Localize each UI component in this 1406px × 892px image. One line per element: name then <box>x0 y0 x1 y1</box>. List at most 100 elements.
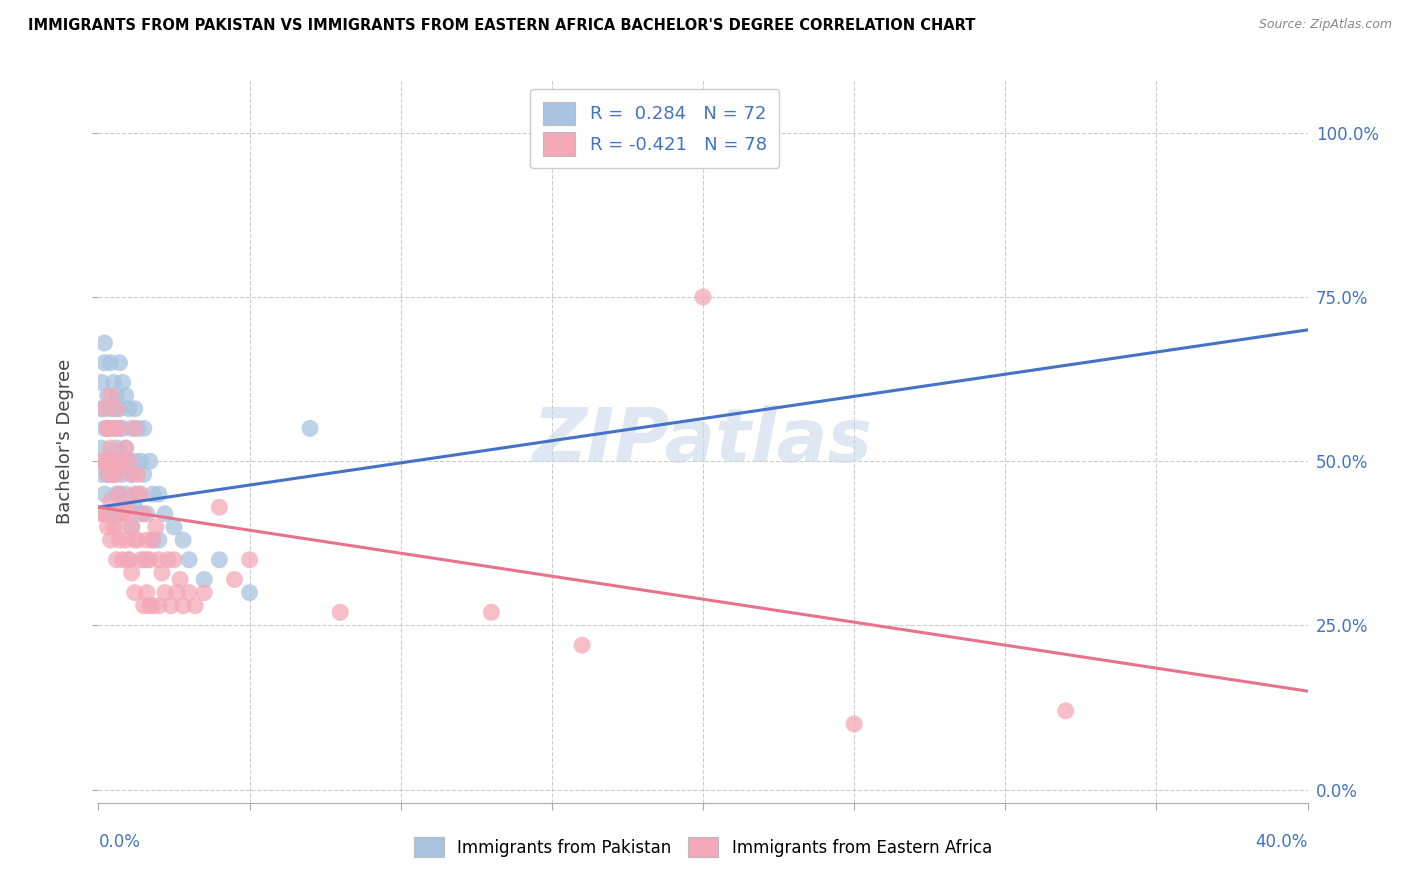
Point <box>150 566 173 580</box>
Point <box>127 467 149 482</box>
Point <box>90 441 112 455</box>
Point <box>114 487 136 501</box>
Text: ZIPatlas: ZIPatlas <box>533 405 873 478</box>
Point <box>118 401 141 416</box>
Point <box>108 487 131 501</box>
Point <box>114 441 136 455</box>
Point <box>96 467 118 482</box>
Point <box>103 421 125 435</box>
Point <box>142 533 165 547</box>
Point <box>160 599 183 613</box>
Point <box>132 599 155 613</box>
Point <box>692 290 714 304</box>
Point <box>299 421 322 435</box>
Point <box>93 507 115 521</box>
Point <box>111 553 134 567</box>
Point <box>132 467 155 482</box>
Point <box>571 638 593 652</box>
Point <box>118 507 141 521</box>
Point <box>105 553 128 567</box>
Point <box>108 356 131 370</box>
Point <box>96 421 118 435</box>
Point <box>129 507 152 521</box>
Point <box>93 454 115 468</box>
Point <box>661 126 683 140</box>
Point <box>105 467 128 482</box>
Point <box>93 454 115 468</box>
Point <box>108 454 131 468</box>
Point <box>90 507 112 521</box>
Point <box>108 487 131 501</box>
Point <box>163 553 186 567</box>
Point <box>142 533 165 547</box>
Point <box>121 421 143 435</box>
Point <box>139 454 162 468</box>
Text: IMMIGRANTS FROM PAKISTAN VS IMMIGRANTS FROM EASTERN AFRICA BACHELOR'S DEGREE COR: IMMIGRANTS FROM PAKISTAN VS IMMIGRANTS F… <box>28 18 976 33</box>
Point <box>208 553 231 567</box>
Point <box>108 533 131 547</box>
Point <box>93 356 115 370</box>
Point <box>105 520 128 534</box>
Point <box>118 553 141 567</box>
Point <box>96 421 118 435</box>
Legend: Immigrants from Pakistan, Immigrants from Eastern Africa: Immigrants from Pakistan, Immigrants fro… <box>404 828 1002 867</box>
Point <box>100 507 122 521</box>
Point <box>163 520 186 534</box>
Point <box>224 573 246 587</box>
Point <box>96 467 118 482</box>
Point <box>100 388 122 402</box>
Point <box>100 533 122 547</box>
Point <box>844 717 866 731</box>
Point <box>127 487 149 501</box>
Point <box>103 520 125 534</box>
Point <box>148 533 170 547</box>
Point <box>124 401 146 416</box>
Point <box>121 467 143 482</box>
Point <box>193 573 215 587</box>
Point <box>172 533 194 547</box>
Point <box>100 493 122 508</box>
Point <box>118 553 141 567</box>
Text: 40.0%: 40.0% <box>1256 833 1308 851</box>
Point <box>129 454 152 468</box>
Point <box>114 441 136 455</box>
Point <box>93 487 115 501</box>
Point <box>103 454 125 468</box>
Point <box>114 500 136 515</box>
Text: Source: ZipAtlas.com: Source: ZipAtlas.com <box>1258 18 1392 31</box>
Point <box>93 401 115 416</box>
Point <box>148 487 170 501</box>
Point <box>124 533 146 547</box>
Point <box>103 467 125 482</box>
Point <box>127 421 149 435</box>
Point <box>96 421 118 435</box>
Point <box>111 467 134 482</box>
Point <box>114 533 136 547</box>
Point <box>184 599 207 613</box>
Point <box>172 599 194 613</box>
Point <box>105 401 128 416</box>
Point <box>90 376 112 390</box>
Point <box>169 573 191 587</box>
Point <box>114 388 136 402</box>
Point <box>111 454 134 468</box>
Point <box>132 507 155 521</box>
Point <box>153 507 176 521</box>
Point <box>108 507 131 521</box>
Point <box>96 388 118 402</box>
Y-axis label: Bachelor's Degree: Bachelor's Degree <box>56 359 75 524</box>
Point <box>111 421 134 435</box>
Point <box>139 553 162 567</box>
Point <box>127 533 149 547</box>
Point <box>121 520 143 534</box>
Point <box>121 566 143 580</box>
Point <box>124 421 146 435</box>
Point <box>103 467 125 482</box>
Point <box>148 553 170 567</box>
Point <box>142 599 165 613</box>
Point <box>124 454 146 468</box>
Point <box>135 585 157 599</box>
Point <box>103 507 125 521</box>
Point <box>153 585 176 599</box>
Point <box>239 585 262 599</box>
